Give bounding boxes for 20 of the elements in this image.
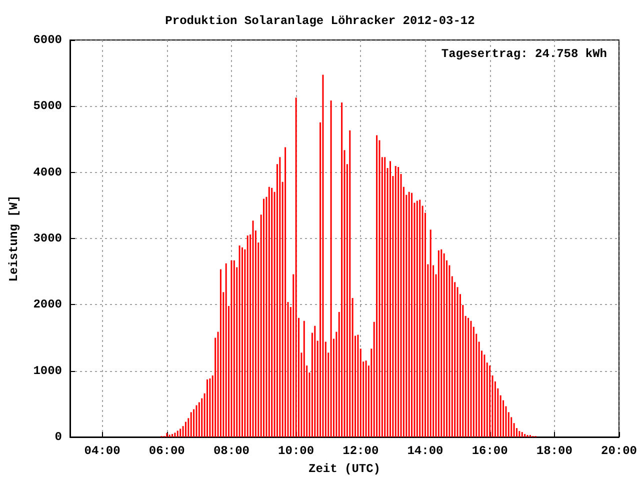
chart-title: Produktion Solaranlage Löhracker 2012-03-12 <box>165 14 475 28</box>
x-tick-label: 18:00 <box>536 444 572 458</box>
y-tick-label: 0 <box>54 430 62 444</box>
y-tick-label: 5000 <box>33 99 62 114</box>
x-tick-label: 06:00 <box>148 444 185 458</box>
y-tick-label: 2000 <box>33 298 62 312</box>
annotation: Tagesertrag: 24.758 kWh <box>441 47 608 61</box>
x-tick-label: 20:00 <box>600 444 638 458</box>
y-axis-title: Leistung [W] <box>7 195 21 282</box>
y-tick-label: 4000 <box>33 165 62 180</box>
y-tick-label: 6000 <box>33 33 62 47</box>
x-tick-label: 14:00 <box>407 444 444 458</box>
x-tick-label: 08:00 <box>213 444 250 458</box>
x-tick-label: 10:00 <box>278 444 314 458</box>
x-axis-title: Zeit (UTC) <box>308 462 381 476</box>
x-tick-label: 16:00 <box>472 444 508 458</box>
x-tick-label: 12:00 <box>342 444 379 458</box>
y-tick-label: 1000 <box>33 364 62 378</box>
y-tick-label: 3000 <box>33 232 62 246</box>
x-tick-label: 04:00 <box>84 444 120 458</box>
